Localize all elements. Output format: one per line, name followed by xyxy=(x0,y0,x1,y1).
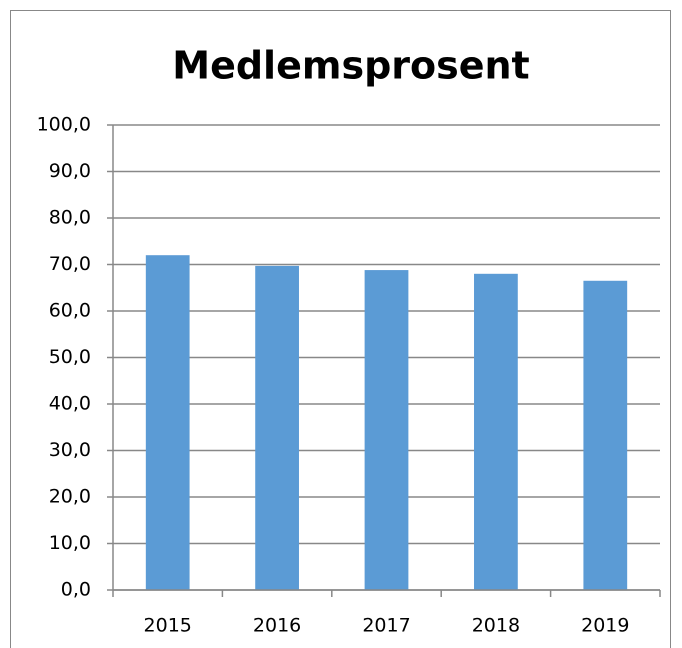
y-tick-label: 50,0 xyxy=(49,346,91,368)
y-tick-label: 10,0 xyxy=(49,532,91,554)
y-tick-label: 20,0 xyxy=(49,486,91,508)
x-tick-label: 2016 xyxy=(253,615,301,637)
y-tick-label: 70,0 xyxy=(49,253,91,275)
bar xyxy=(255,265,299,590)
bar xyxy=(474,273,518,590)
chart-title: Medlemsprosent xyxy=(172,44,529,88)
bar xyxy=(145,255,190,590)
x-tick-label: 2015 xyxy=(144,615,192,637)
y-tick-label: 90,0 xyxy=(49,160,91,182)
y-tick-label: 60,0 xyxy=(49,300,91,322)
y-tick-label: 80,0 xyxy=(49,207,91,229)
y-tick-label: 40,0 xyxy=(49,393,91,415)
x-tick-label: 2018 xyxy=(472,615,520,637)
x-tick-label: 2017 xyxy=(362,615,410,637)
x-tick-label: 2019 xyxy=(581,615,629,637)
y-tick-label: 30,0 xyxy=(49,439,91,461)
chart-frame xyxy=(10,10,671,648)
bar xyxy=(364,270,409,590)
y-tick-label: 0,0 xyxy=(61,579,91,601)
bar xyxy=(583,280,628,590)
y-tick-label: 100,0 xyxy=(37,114,91,136)
